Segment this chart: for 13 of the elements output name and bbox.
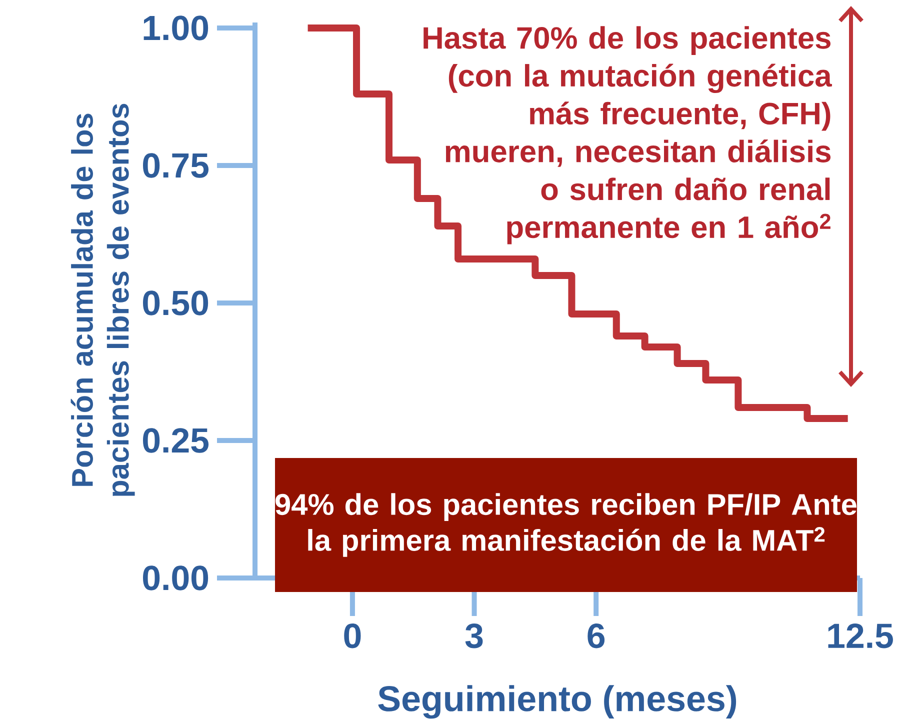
y-tick-label: 0.00 bbox=[143, 566, 208, 590]
annotation: 94% de los pacientes reciben PF/IP Ante la primera manifestación de la MAT$^{2}$ bbox=[276, 493, 856, 557]
x-tick-label: 6 bbox=[588, 624, 605, 648]
y-tick-label: 1.00 bbox=[144, 16, 208, 40]
x-tick-label: 3 bbox=[465, 624, 483, 648]
y-tick-label: 0.25 bbox=[143, 428, 209, 453]
annotation: Hasta 70% de los pacientes (con la mutación genética más frecuente, CFH) mueren, necesitan diálisis o sufren daño renal permanente en 1 año$^{2}$ bbox=[424, 26, 832, 244]
y-axis-title: Porción acumulada de los pacientes libres de eventos bbox=[70, 104, 135, 496]
y-tick-label: 0.50 bbox=[143, 290, 208, 316]
y-tick-label: 0.75 bbox=[143, 153, 209, 178]
x-axis-title: Seguimiento (meses) bbox=[378, 685, 736, 719]
x-tick-label: 0 bbox=[344, 624, 361, 648]
x-tick-label: 12.5 bbox=[828, 624, 893, 648]
